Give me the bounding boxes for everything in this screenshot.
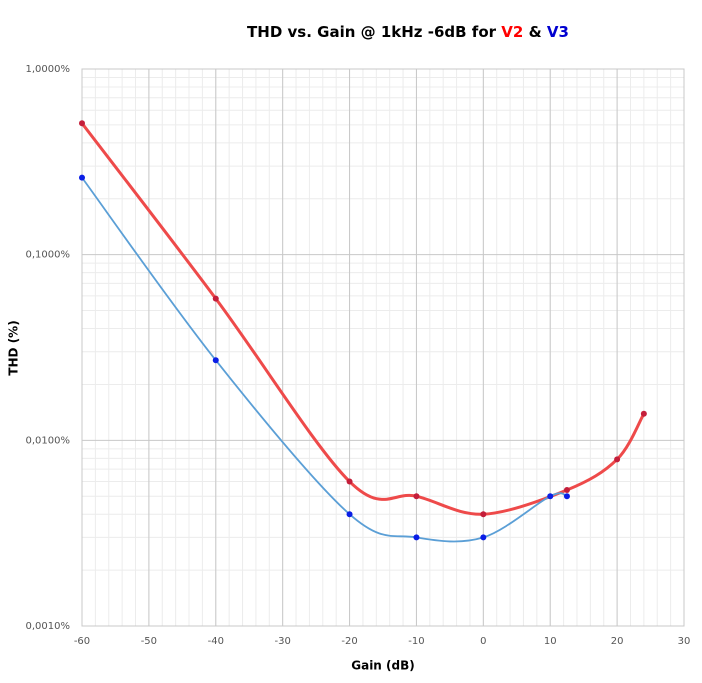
data-point <box>79 120 85 127</box>
data-point <box>413 534 420 541</box>
data-point <box>79 174 85 181</box>
y-tick-label: 0,1000% <box>26 250 71 261</box>
x-tick-label: -60 <box>74 636 90 647</box>
data-point <box>640 410 647 417</box>
title-text: THD vs. Gain @ 1kHz -6dB for <box>247 23 497 41</box>
data-point <box>413 493 420 500</box>
grid <box>81 68 685 627</box>
x-tick-label: 0 <box>480 636 486 647</box>
data-point <box>480 511 487 518</box>
title-series-name: V3 <box>547 23 569 41</box>
x-tick-label: 20 <box>611 636 624 647</box>
x-tick-label: 30 <box>678 636 691 647</box>
series-line <box>80 122 646 516</box>
data-point <box>480 534 487 541</box>
y-tick-label: 0,0010% <box>26 621 71 632</box>
data-point <box>346 511 353 518</box>
x-tick-label: -10 <box>408 636 424 647</box>
x-axis-label: Gain (dB) <box>351 659 415 673</box>
data-point <box>212 357 219 364</box>
x-tick-label: -30 <box>274 636 290 647</box>
series-line <box>81 177 568 543</box>
y-tick-label: 1,0000% <box>26 64 71 75</box>
data-point <box>212 295 219 302</box>
plot-border <box>81 68 685 627</box>
x-tick-label: -40 <box>208 636 224 647</box>
data-point <box>614 456 621 463</box>
y-tick-label: 0,0100% <box>26 435 71 446</box>
data-point <box>563 487 570 494</box>
title-joiner: & <box>529 23 542 41</box>
y-axis-label: THD (%) <box>7 320 21 375</box>
data-point <box>547 493 554 500</box>
title-series-name: V2 <box>501 23 523 41</box>
x-tick-label: 10 <box>544 636 557 647</box>
x-tick-label: -20 <box>341 636 357 647</box>
chart-title: THD vs. Gain @ 1kHz -6dB for V2 & V3 <box>247 23 569 41</box>
x-tick-label: -50 <box>141 636 157 647</box>
data-point <box>346 478 353 485</box>
data-point <box>563 493 570 500</box>
